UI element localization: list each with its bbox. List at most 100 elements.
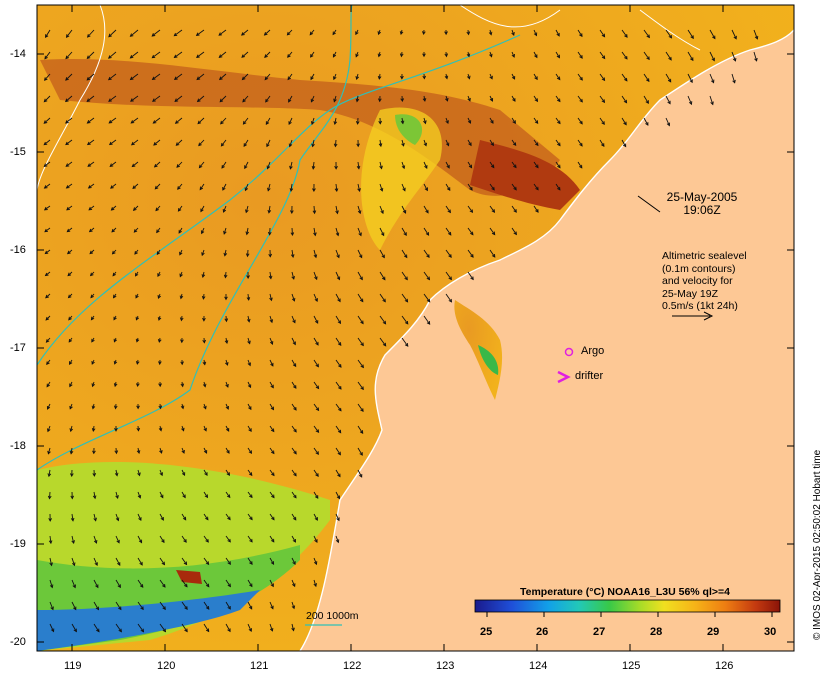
velocity-arrowhead bbox=[93, 517, 97, 522]
velocity-arrowhead bbox=[579, 98, 583, 103]
velocity-arrowhead bbox=[491, 186, 495, 191]
velocity-arrowhead bbox=[135, 360, 140, 365]
velocity-arrowhead bbox=[90, 294, 94, 299]
velocity-arrow bbox=[269, 491, 275, 498]
velocity-arrowhead bbox=[512, 98, 516, 102]
velocity-arrow bbox=[71, 513, 74, 521]
velocity-arrowhead bbox=[267, 209, 272, 214]
velocity-arrowhead bbox=[200, 230, 205, 235]
velocity-arrow bbox=[599, 73, 605, 81]
velocity-arrowhead bbox=[47, 495, 52, 500]
velocity-arrow bbox=[291, 315, 296, 323]
velocity-arrow bbox=[175, 139, 183, 146]
velocity-arrow bbox=[753, 51, 758, 62]
velocity-arrowhead bbox=[159, 472, 163, 477]
colorbar-title: Temperature (°C) NOAA16_L3U 56% ql>=4 bbox=[520, 586, 730, 598]
velocity-arrowhead bbox=[314, 517, 318, 521]
velocity-arrow bbox=[731, 29, 737, 39]
velocity-arrow bbox=[49, 579, 53, 588]
velocity-arrow bbox=[137, 601, 144, 610]
velocity-arrow bbox=[181, 513, 187, 521]
velocity-arrow bbox=[313, 381, 319, 389]
velocity-arrowhead bbox=[227, 628, 231, 633]
velocity-arrowhead bbox=[154, 185, 159, 190]
velocity-arrow bbox=[154, 183, 161, 190]
velocity-arrowhead bbox=[690, 35, 694, 40]
velocity-arrow bbox=[423, 249, 430, 258]
velocity-arrow bbox=[247, 315, 250, 322]
velocity-arrowhead bbox=[139, 561, 143, 566]
velocity-arrow bbox=[269, 601, 274, 609]
velocity-arrow bbox=[246, 227, 249, 235]
velocity-arrowhead bbox=[201, 274, 206, 279]
velocity-arrowhead bbox=[243, 143, 247, 148]
velocity-arrowhead bbox=[65, 141, 69, 146]
velocity-arrowhead bbox=[266, 143, 270, 148]
velocity-arrowhead bbox=[159, 450, 163, 454]
velocity-arrow bbox=[335, 359, 342, 368]
velocity-arrow bbox=[175, 117, 183, 124]
velocity-arrowhead bbox=[114, 472, 119, 477]
velocity-arrowhead bbox=[313, 561, 318, 566]
velocity-arrowhead bbox=[248, 450, 253, 454]
velocity-arrowhead bbox=[489, 53, 493, 58]
velocity-arrow bbox=[178, 205, 183, 212]
velocity-arrowhead bbox=[404, 298, 409, 303]
velocity-arrow bbox=[181, 557, 187, 565]
velocity-arrowhead bbox=[466, 31, 471, 36]
velocity-arrow bbox=[311, 117, 315, 125]
velocity-arrow bbox=[108, 95, 117, 102]
velocity-arrowhead bbox=[533, 32, 538, 37]
velocity-arrowhead bbox=[292, 561, 296, 566]
velocity-arrowhead bbox=[134, 272, 139, 277]
velocity-arrowhead bbox=[380, 232, 385, 237]
velocity-arrow bbox=[219, 95, 227, 103]
velocity-arrow bbox=[49, 601, 54, 610]
velocity-arrowhead bbox=[377, 31, 382, 36]
velocity-arrow bbox=[242, 73, 249, 80]
velocity-arrowhead bbox=[222, 208, 227, 213]
velocity-arrowhead bbox=[135, 316, 140, 321]
velocity-arrowhead bbox=[313, 583, 317, 588]
velocity-arrow bbox=[357, 293, 364, 302]
velocity-arrowhead bbox=[226, 494, 231, 499]
velocity-arrowhead bbox=[241, 54, 246, 58]
velocity-arrowhead bbox=[288, 98, 292, 103]
plot-frame bbox=[36, 4, 795, 652]
velocity-arrowhead bbox=[468, 142, 472, 147]
velocity-arrowhead bbox=[225, 428, 230, 432]
velocity-arrow bbox=[357, 425, 364, 434]
velocity-arrow bbox=[87, 139, 95, 145]
velocity-arrowhead bbox=[71, 540, 75, 545]
velocity-arrow bbox=[203, 513, 209, 520]
velocity-arrowhead bbox=[132, 185, 136, 190]
velocity-arrow bbox=[247, 447, 252, 454]
velocity-arrow bbox=[289, 139, 293, 147]
velocity-arrow bbox=[115, 491, 119, 499]
velocity-arrowhead bbox=[310, 76, 314, 81]
velocity-arrowhead bbox=[469, 186, 473, 191]
velocity-arrowhead bbox=[224, 340, 229, 345]
velocity-arrow bbox=[577, 29, 583, 37]
velocity-arrowhead bbox=[424, 165, 428, 169]
velocity-arrowhead bbox=[578, 164, 583, 169]
velocity-arrow bbox=[287, 29, 293, 36]
velocity-arrowhead bbox=[535, 164, 539, 169]
velocity-arrowhead bbox=[130, 120, 135, 124]
velocity-arrowhead bbox=[227, 516, 231, 521]
velocity-arrow bbox=[533, 205, 539, 213]
velocity-arrowhead bbox=[91, 428, 96, 432]
velocity-arrowhead bbox=[224, 296, 228, 301]
velocity-arrow bbox=[225, 579, 231, 587]
velocity-arrowhead bbox=[227, 583, 231, 588]
velocity-arrowhead bbox=[444, 97, 449, 102]
velocity-arrowhead bbox=[754, 35, 759, 40]
velocity-arrowhead bbox=[218, 54, 223, 59]
velocity-arrowhead bbox=[293, 428, 297, 433]
velocity-arrow bbox=[48, 469, 51, 477]
velocity-arrowhead bbox=[732, 57, 737, 62]
velocity-arrow bbox=[264, 29, 271, 36]
velocity-arrow bbox=[467, 205, 473, 213]
velocity-arrow bbox=[203, 491, 208, 498]
velocity-arrow bbox=[533, 73, 538, 80]
